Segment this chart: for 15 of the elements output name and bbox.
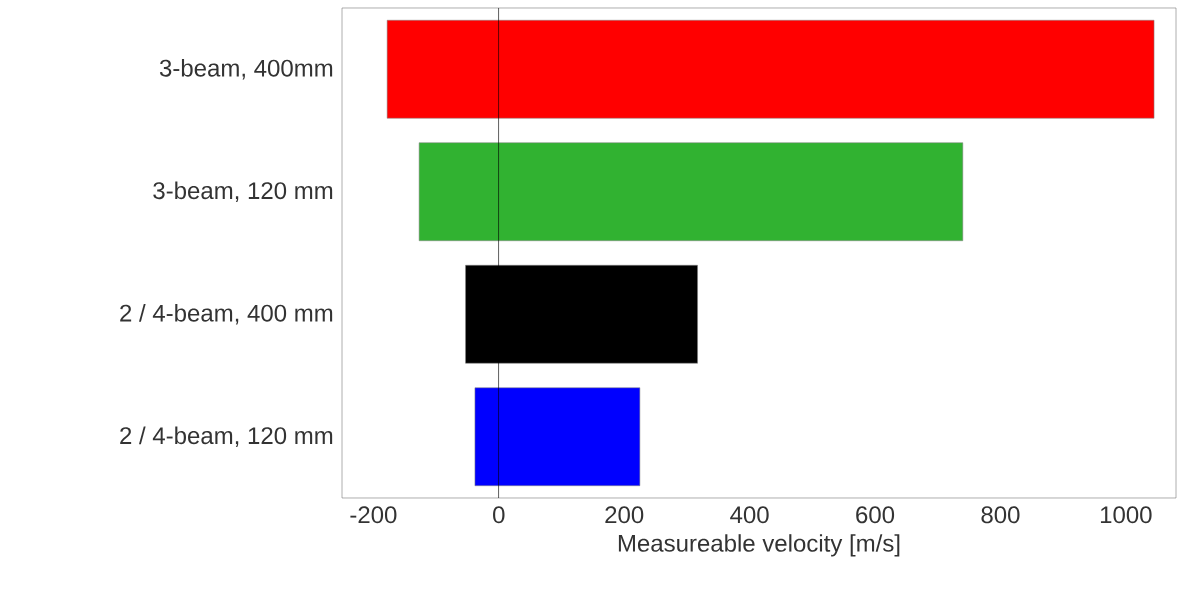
x-tick-label: 400 bbox=[730, 506, 769, 524]
y-tick-label: 2 / 4-beam, 400 mm bbox=[120, 304, 333, 325]
y-tick-label: 3-beam, 400mm bbox=[159, 59, 333, 80]
x-tick-label: -200 bbox=[350, 506, 397, 524]
y-tick-label: 2 / 4-beam, 120 mm bbox=[120, 426, 333, 447]
x-tick-label: 200 bbox=[605, 506, 644, 524]
x-tick-label: 1000 bbox=[1100, 506, 1152, 524]
x-tick-label: 600 bbox=[856, 506, 895, 524]
y-tick-label: 3-beam, 120 mm bbox=[153, 181, 333, 202]
bar bbox=[474, 387, 641, 487]
x-tick-label: 800 bbox=[981, 506, 1020, 524]
x-tick-label: 0 bbox=[493, 506, 505, 524]
bar bbox=[418, 142, 964, 242]
bar bbox=[386, 19, 1155, 119]
x-axis-title: Measureable velocity [m/s] bbox=[618, 534, 900, 557]
